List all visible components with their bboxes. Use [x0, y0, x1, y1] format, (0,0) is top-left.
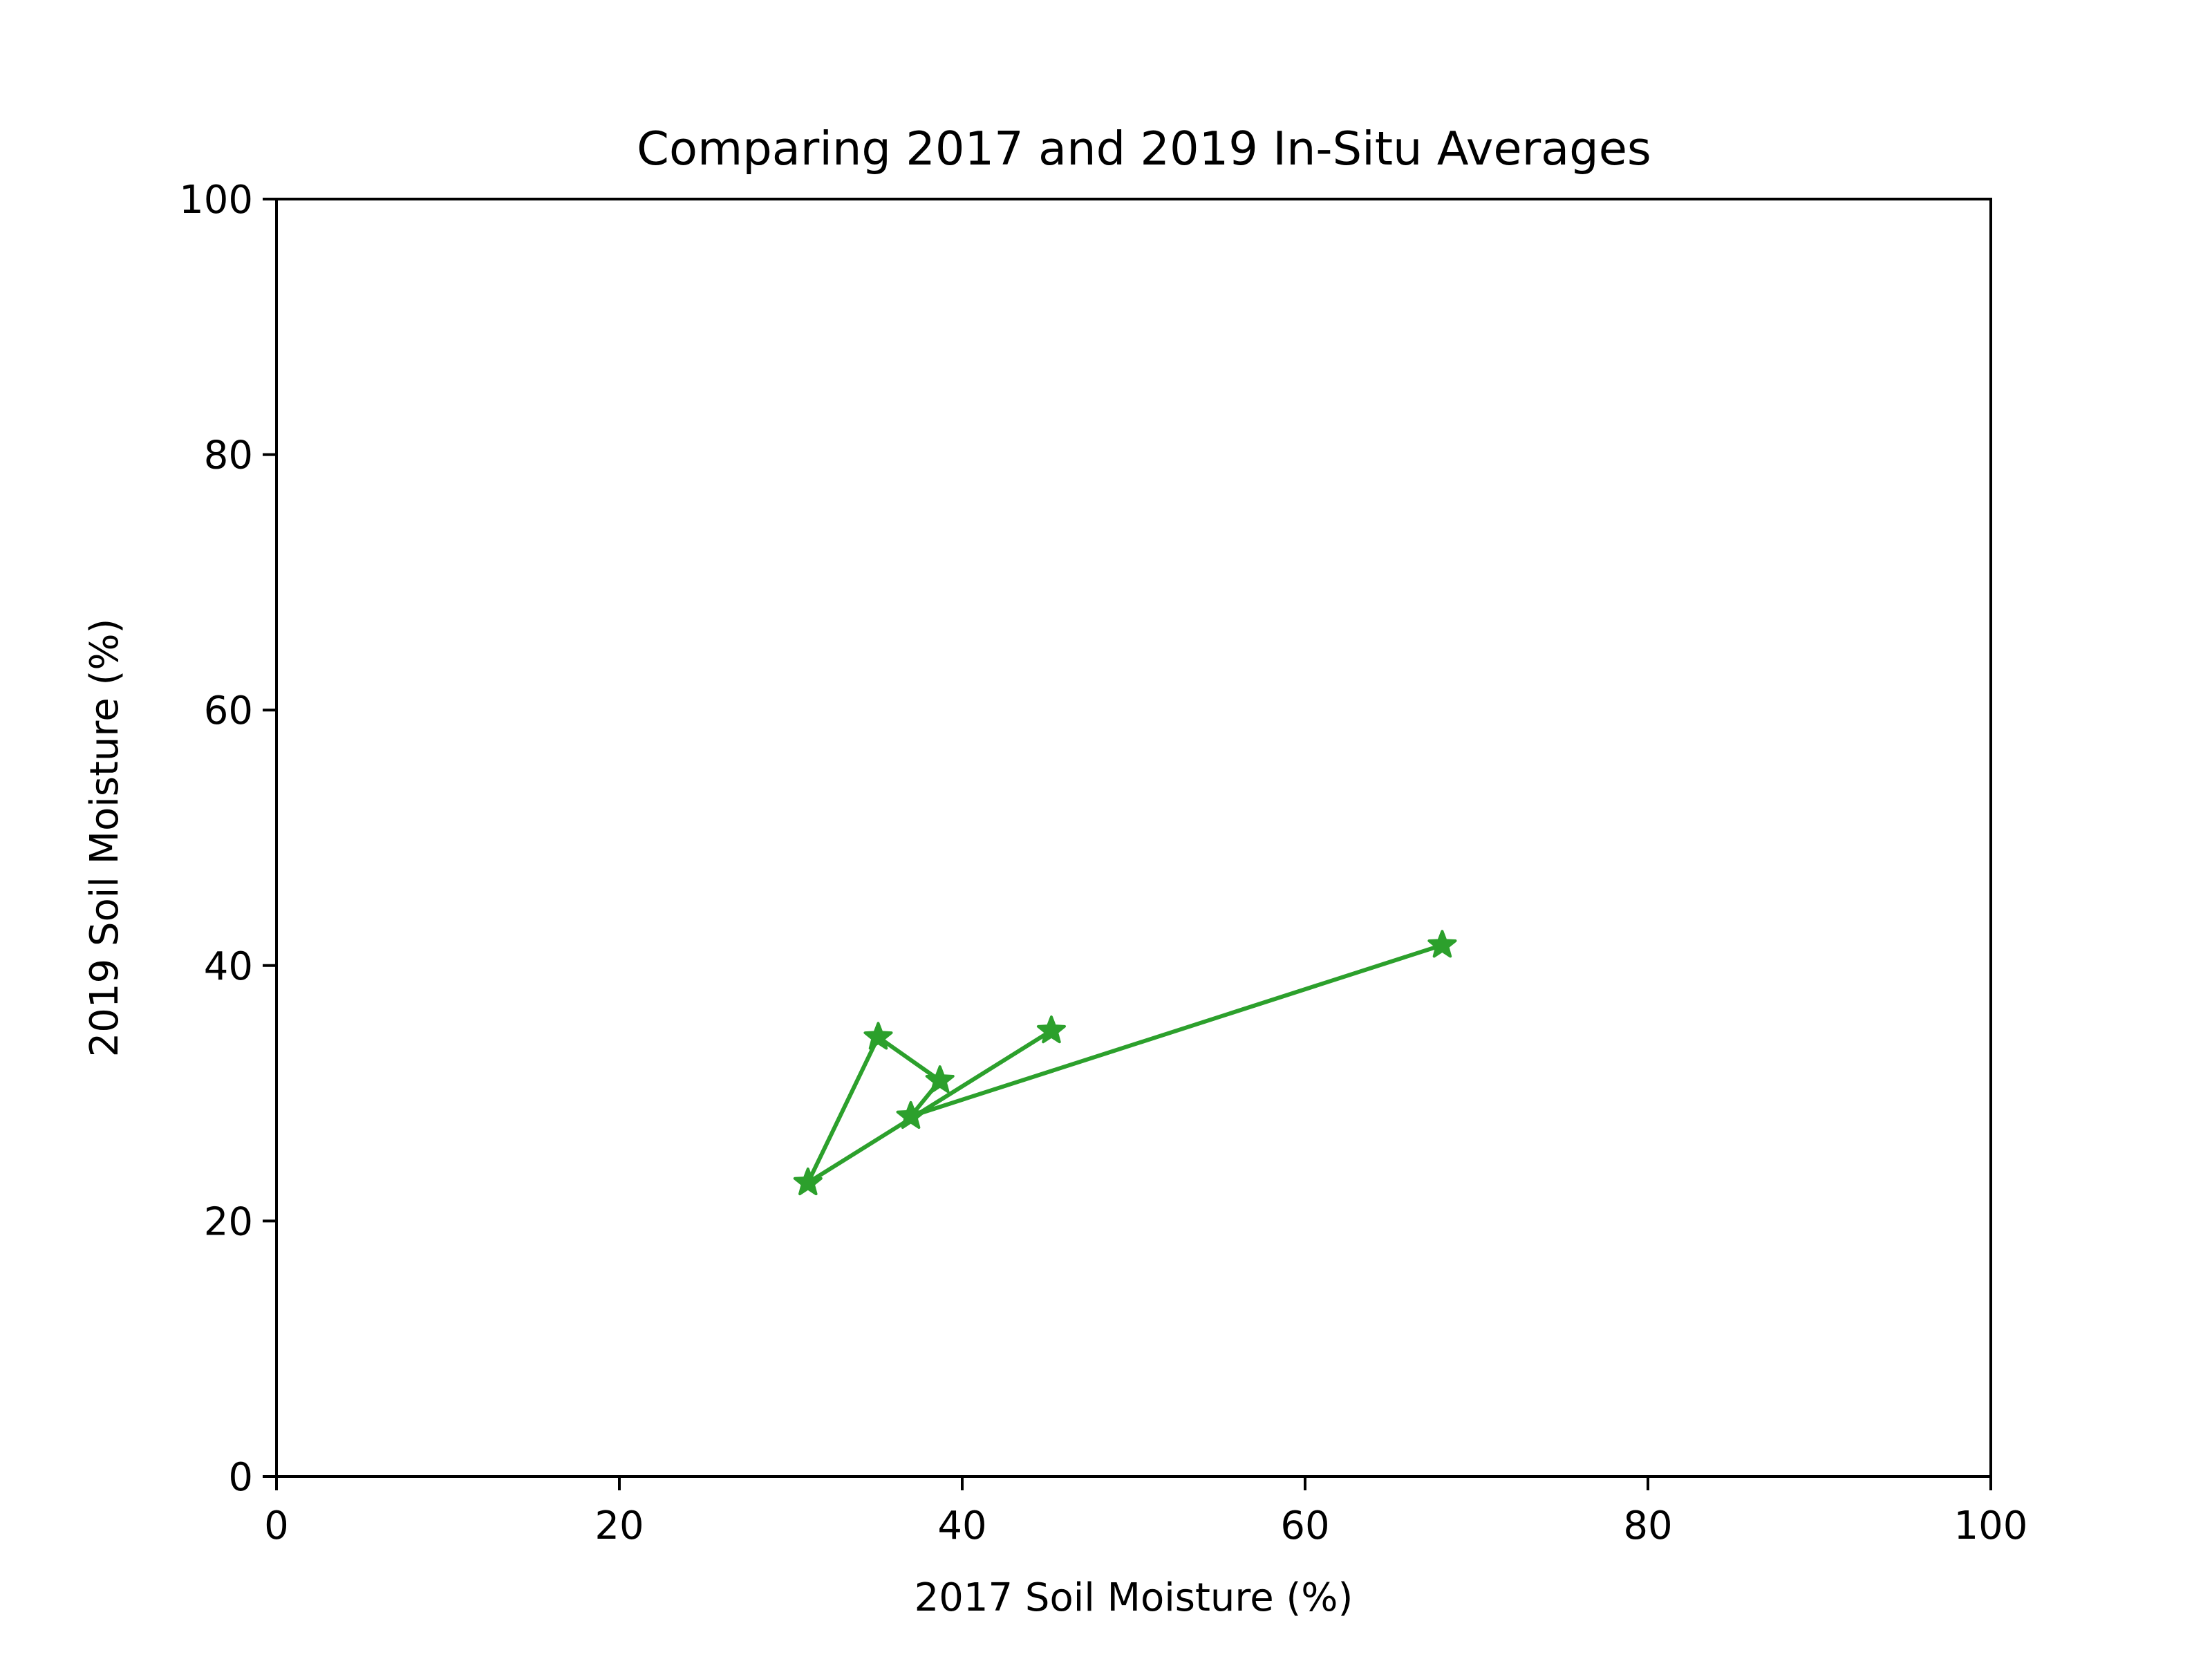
y-tick-label: 60	[204, 688, 253, 733]
series-line	[805, 943, 1445, 1185]
y-tick-label: 80	[204, 433, 253, 478]
x-axis: 0 20 40 60 80 100	[264, 1477, 2027, 1548]
x-tick-label: 0	[264, 1503, 289, 1548]
data-point-marker	[863, 1022, 893, 1050]
x-tick-label: 60	[1280, 1503, 1329, 1548]
data-point-marker	[896, 1100, 926, 1130]
series-layer	[793, 930, 1457, 1196]
y-tick-label: 40	[204, 944, 253, 989]
x-tick-label: 20	[594, 1503, 644, 1548]
chart-title: Comparing 2017 and 2019 In-Situ Averages	[637, 122, 1651, 176]
x-axis-label: 2017 Soil Moisture (%)	[915, 1575, 1353, 1620]
plot-area-frame	[275, 198, 1992, 1478]
y-tick-label: 20	[204, 1199, 253, 1244]
x-tick-label: 100	[1954, 1503, 2028, 1548]
data-point-marker	[1427, 930, 1457, 958]
data-point-marker	[1036, 1015, 1066, 1044]
data-point-marker	[925, 1065, 955, 1094]
y-tick-label: 100	[179, 178, 253, 223]
y-axis: 0 20 40 60 80 100	[179, 178, 276, 1500]
x-tick-label: 80	[1623, 1503, 1672, 1548]
y-axis-label: 2019 Soil Moisture (%)	[82, 619, 127, 1058]
y-tick-label: 0	[228, 1455, 253, 1500]
data-point-marker	[793, 1167, 823, 1196]
x-tick-label: 40	[937, 1503, 986, 1548]
